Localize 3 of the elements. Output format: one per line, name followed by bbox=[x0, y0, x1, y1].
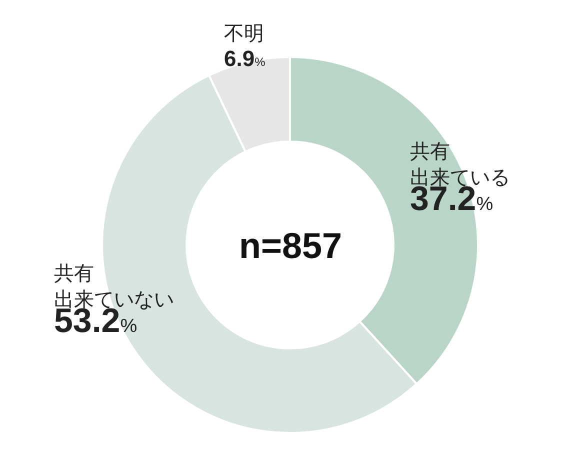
data-label: 6.9% bbox=[224, 46, 266, 71]
slice-label: 不明 bbox=[224, 23, 264, 45]
text: n=857 bbox=[239, 225, 342, 266]
